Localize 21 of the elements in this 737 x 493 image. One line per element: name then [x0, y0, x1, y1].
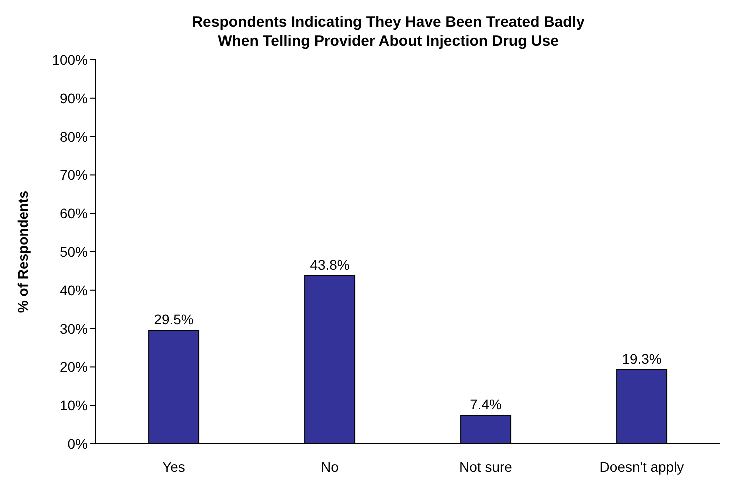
- x-tick-label: Doesn't apply: [600, 458, 684, 475]
- y-tick-label: 30%: [60, 320, 88, 337]
- y-tick-label: 20%: [60, 359, 88, 376]
- y-tick-label: 70%: [60, 167, 88, 184]
- y-tick-label: 60%: [60, 206, 88, 222]
- x-tick-label: No: [321, 458, 340, 475]
- y-tick-label: 0%: [68, 436, 88, 452]
- data-label: 7.4%: [470, 396, 502, 413]
- y-tick-label: 40%: [60, 282, 88, 298]
- y-axis-title: % of Respondents: [14, 190, 31, 314]
- y-tick-label: 50%: [60, 244, 88, 260]
- data-label: 29.5%: [154, 312, 194, 328]
- chart-title: Respondents Indicating They Have Been Treated Badly When Telling Provider About Injection Drug Use: [191, 13, 586, 51]
- x-tick-label: Not sure: [460, 458, 513, 475]
- x-tick-label: Yes: [162, 458, 186, 475]
- data-label: 19.3%: [622, 350, 662, 367]
- y-tick-label: 10%: [60, 398, 88, 414]
- y-tick-label: 80%: [60, 128, 88, 145]
- y-tick-label: 90%: [60, 90, 88, 106]
- data-label: 43.8%: [310, 256, 350, 273]
- y-tick-label: 100%: [52, 52, 88, 68]
